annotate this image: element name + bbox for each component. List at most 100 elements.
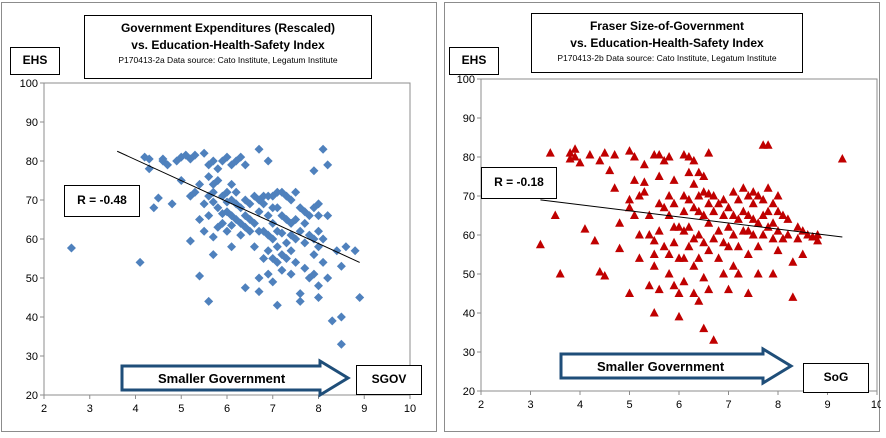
r-value-label-left: R = -0.48 xyxy=(64,185,140,217)
data-point-right xyxy=(674,222,684,231)
smaller-government-label-left: Smaller Government xyxy=(158,371,286,386)
data-point-left xyxy=(249,191,259,201)
data-point-right xyxy=(570,144,580,153)
data-point-left xyxy=(350,246,360,256)
data-point-left xyxy=(291,187,301,197)
data-point-right xyxy=(728,261,738,270)
x-tick-label-right: 9 xyxy=(824,399,830,411)
data-point-right xyxy=(689,179,699,188)
data-point-right xyxy=(649,235,659,245)
data-point-left xyxy=(295,289,305,299)
data-point-right xyxy=(719,210,729,219)
data-point-right xyxy=(610,150,620,159)
data-point-right xyxy=(644,210,654,219)
data-point-right xyxy=(813,235,823,245)
chart-source-left: P170413-2a Data source: Cato Institute, … xyxy=(118,55,338,65)
data-point-left xyxy=(286,246,296,256)
data-point-right xyxy=(778,233,788,243)
y-tick-label-right: 20 xyxy=(463,386,475,398)
data-point-right xyxy=(743,210,753,219)
data-point-left xyxy=(268,218,278,228)
data-point-right xyxy=(783,230,793,239)
data-point-left xyxy=(208,197,218,207)
data-point-right xyxy=(704,189,714,198)
y-tick-label-right: 80 xyxy=(463,152,475,164)
data-point-left xyxy=(153,193,163,203)
data-point-right xyxy=(629,152,639,161)
y-tick-label-left: 30 xyxy=(26,351,38,363)
data-point-right xyxy=(743,226,753,235)
data-point-right xyxy=(664,152,674,161)
data-point-right xyxy=(669,237,679,247)
data-point-right xyxy=(545,148,555,157)
x-tick-label-left: 5 xyxy=(178,403,184,415)
data-point-left xyxy=(66,243,76,253)
data-point-left xyxy=(254,273,264,283)
data-point-right xyxy=(694,191,704,200)
data-point-left xyxy=(300,218,310,228)
data-point-right xyxy=(733,269,743,278)
data-point-left xyxy=(309,234,319,244)
y-tick-label-left: 40 xyxy=(26,312,38,324)
y-tick-label-right: 30 xyxy=(463,347,475,359)
data-point-right xyxy=(763,206,773,216)
x-tick-label-right: 10 xyxy=(871,399,881,411)
data-point-left xyxy=(336,339,346,349)
data-point-right xyxy=(724,241,733,251)
data-point-right xyxy=(625,194,634,204)
plot-area-left xyxy=(43,82,411,396)
data-point-left xyxy=(295,296,305,306)
data-point-right xyxy=(629,175,639,184)
data-point-right xyxy=(669,198,679,208)
chart-title-line1-right: Fraser Size-of-Government xyxy=(589,19,745,33)
data-point-left xyxy=(263,246,273,256)
data-point-right xyxy=(758,194,768,204)
data-point-left xyxy=(158,154,168,164)
x-tick-label-left: 9 xyxy=(361,403,367,415)
data-point-left xyxy=(336,261,346,271)
data-point-right xyxy=(699,187,709,196)
x-tick-label-right: 7 xyxy=(725,399,731,411)
data-point-right xyxy=(798,249,808,258)
data-point-left xyxy=(199,199,209,209)
data-point-right xyxy=(704,218,714,227)
data-point-left xyxy=(254,226,264,236)
data-point-left xyxy=(263,211,273,221)
data-point-right xyxy=(555,269,565,278)
data-point-left xyxy=(135,257,145,267)
data-point-right xyxy=(753,241,763,251)
data-point-right xyxy=(669,175,679,184)
data-point-right xyxy=(654,284,664,294)
data-point-right xyxy=(728,210,738,219)
y-tick-label-right: 100 xyxy=(457,74,475,86)
data-point-left xyxy=(259,254,269,263)
y-tick-label-right: 50 xyxy=(463,269,475,281)
y-tick-label-left: 100 xyxy=(20,78,38,90)
y-tick-label-left: 20 xyxy=(26,390,38,402)
data-point-right xyxy=(664,249,674,258)
data-point-left xyxy=(208,156,218,166)
data-point-left xyxy=(295,226,305,236)
y-tick-label-left: 70 xyxy=(26,195,38,207)
y-tick-label-left: 80 xyxy=(26,156,38,168)
data-point-right xyxy=(590,235,600,245)
data-point-right xyxy=(793,222,803,231)
data-point-left xyxy=(309,166,319,176)
data-point-right xyxy=(728,187,738,196)
data-point-right xyxy=(669,280,679,290)
data-point-right xyxy=(639,187,649,196)
data-point-left xyxy=(355,293,365,302)
data-point-left xyxy=(204,172,214,182)
data-point-right xyxy=(748,230,758,239)
data-point-right xyxy=(699,171,709,180)
data-point-left xyxy=(222,152,232,162)
data-point-right xyxy=(580,224,590,233)
data-point-left xyxy=(208,232,218,242)
data-point-left xyxy=(245,226,255,236)
data-point-left xyxy=(309,269,319,279)
data-point-right xyxy=(634,191,644,200)
x-axis-label-left: SGOV xyxy=(356,365,422,395)
data-point-right xyxy=(768,233,778,243)
data-point-right xyxy=(724,202,733,212)
data-point-right xyxy=(649,261,659,270)
